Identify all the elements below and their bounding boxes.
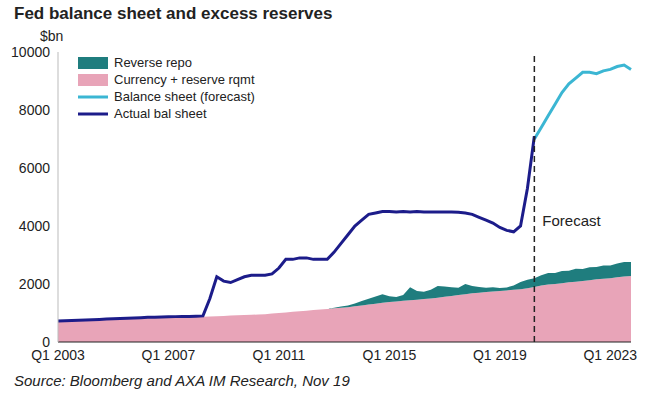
svg-text:Q1 2003: Q1 2003 — [31, 347, 85, 363]
html-text:Source: Bloomberg and AXA IM R: Source: Bloomberg and AXA IM Research, N… — [14, 372, 350, 389]
svg-text:Q1 2023: Q1 2023 — [583, 347, 637, 363]
svg-text:4000: 4000 — [19, 218, 50, 234]
svg-text:6000: 6000 — [19, 160, 50, 176]
svg-text:Q1 2007: Q1 2007 — [142, 347, 196, 363]
html-text:Currency + reserve rqmt: Currency + reserve rqmt — [114, 72, 255, 87]
svg-text:10000: 10000 — [11, 44, 50, 60]
html-text:Reverse repo: Reverse repo — [114, 55, 192, 70]
html-text:Actual bal sheet: Actual bal sheet — [114, 106, 207, 121]
svg-text:Forecast: Forecast — [542, 212, 601, 229]
svg-text:2000: 2000 — [19, 276, 50, 292]
svg-text:0: 0 — [42, 334, 50, 350]
svg-text:Q1 2011: Q1 2011 — [253, 347, 306, 363]
html-text:$bn: $bn — [40, 28, 64, 44]
svg-text:Q1 2015: Q1 2015 — [363, 347, 417, 363]
svg-text:8000: 8000 — [19, 102, 50, 118]
html-text:Fed balance sheet and excess r: Fed balance sheet and excess reserves — [14, 4, 333, 23]
html-text:Balance sheet (forecast): Balance sheet (forecast) — [114, 89, 255, 104]
svg-text:Q1 2019: Q1 2019 — [473, 347, 527, 363]
